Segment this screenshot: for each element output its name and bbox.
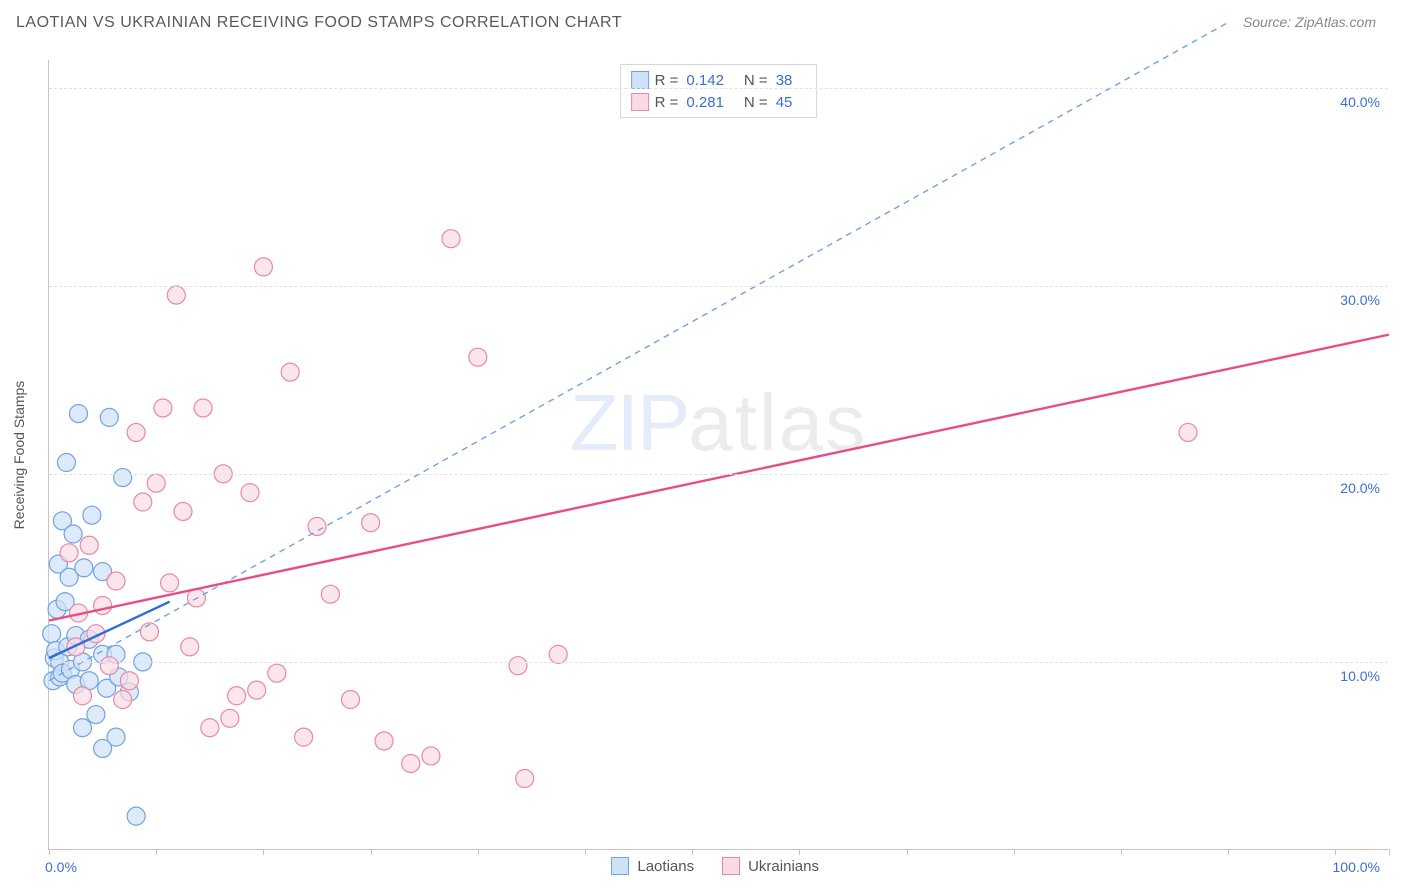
source-attribution: Source: ZipAtlas.com (1243, 14, 1376, 30)
x-tick (478, 849, 479, 855)
legend-row-ukrainians: R = 0.281 N = 45 (631, 91, 807, 113)
legend-r-value-ukrainians: 0.281 (686, 94, 724, 111)
x-tick (799, 849, 800, 855)
chart-title: LAOTIAN VS UKRAINIAN RECEIVING FOOD STAM… (16, 14, 622, 32)
x-tick (49, 849, 50, 855)
x-tick (156, 849, 157, 855)
gridline (49, 662, 1388, 663)
gridline (49, 286, 1388, 287)
x-tick (585, 849, 586, 855)
x-tick-label: 100.0% (1333, 859, 1380, 875)
legend-n-value-ukrainians: 45 (776, 94, 793, 111)
swatch-laotians (631, 71, 649, 89)
x-tick (1014, 849, 1015, 855)
source-prefix: Source: (1243, 14, 1295, 30)
x-tick (1228, 849, 1229, 855)
gridline (49, 474, 1388, 475)
chart-svg (49, 60, 1388, 849)
series-legend: Laotians Ukrainians (611, 857, 819, 875)
legend-label-laotians: Laotians (637, 858, 694, 875)
legend-r-label: R = (655, 94, 679, 111)
x-tick (371, 849, 372, 855)
x-tick (907, 849, 908, 855)
source-name: ZipAtlas.com (1295, 14, 1376, 30)
legend-r-value-laotians: 0.142 (686, 72, 724, 89)
gridline (49, 88, 1388, 89)
legend-item-ukrainians: Ukrainians (722, 857, 819, 875)
x-tick (1335, 849, 1336, 855)
y-axis-title: Receiving Food Stamps (11, 380, 27, 529)
legend-item-laotians: Laotians (611, 857, 694, 875)
y-tick-label: 10.0% (1340, 668, 1380, 684)
legend-r-label: R = (655, 72, 679, 89)
swatch-ukrainians (722, 857, 740, 875)
swatch-ukrainians (631, 93, 649, 111)
legend-n-label: N = (744, 72, 768, 89)
legend-label-ukrainians: Ukrainians (748, 858, 819, 875)
x-tick (1121, 849, 1122, 855)
chart-plot-area: Receiving Food Stamps ZIPatlas R = 0.142… (48, 60, 1388, 850)
y-tick-label: 20.0% (1340, 480, 1380, 496)
y-tick-label: 40.0% (1340, 94, 1380, 110)
x-tick (1389, 849, 1390, 855)
x-tick (692, 849, 693, 855)
legend-n-value-laotians: 38 (776, 72, 793, 89)
y-tick-label: 30.0% (1340, 292, 1380, 308)
legend-n-label: N = (744, 94, 768, 111)
swatch-laotians (611, 857, 629, 875)
x-tick (263, 849, 264, 855)
x-tick-label: 0.0% (45, 859, 77, 875)
correlation-legend: R = 0.142 N = 38 R = 0.281 N = 45 (620, 64, 818, 118)
